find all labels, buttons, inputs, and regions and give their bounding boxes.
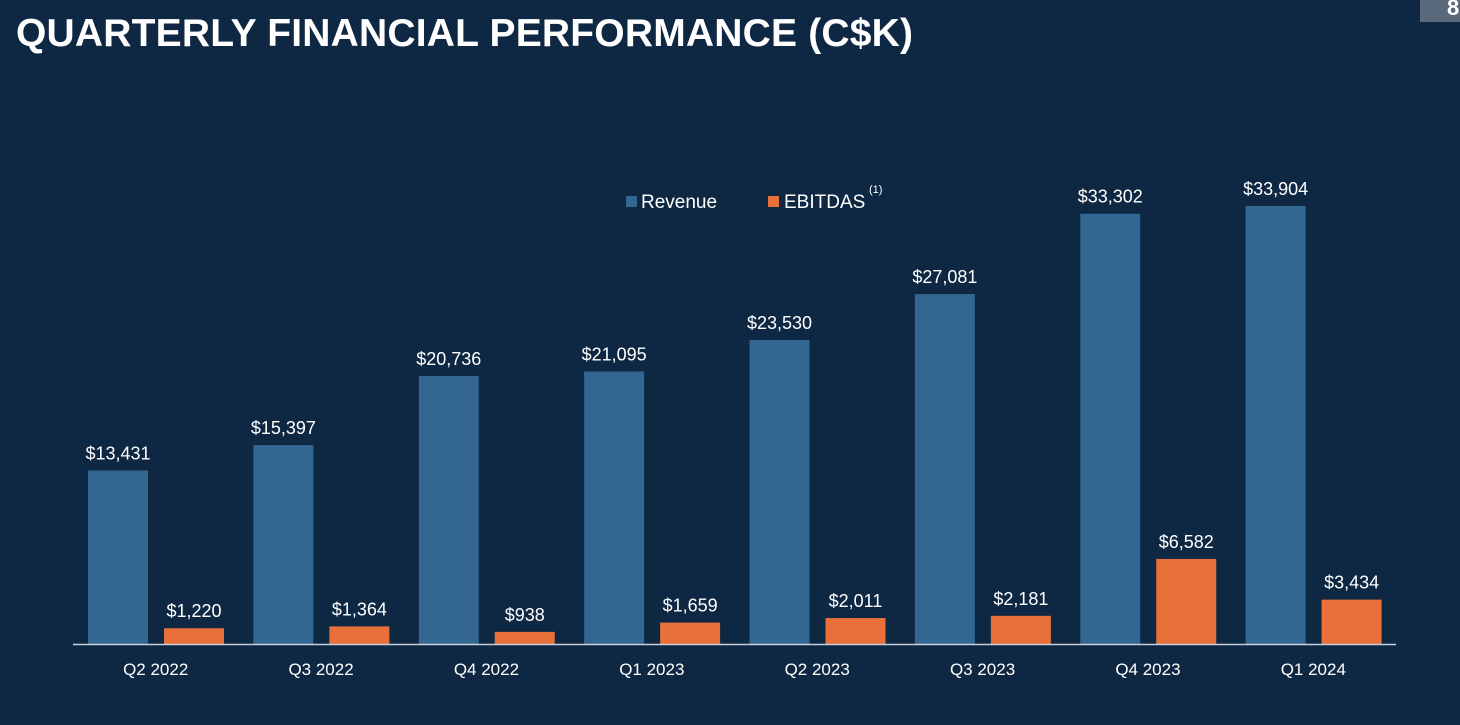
legend-swatch-revenue bbox=[626, 196, 637, 207]
ebitdas-data-label: $1,659 bbox=[663, 596, 718, 616]
revenue-data-label: $33,302 bbox=[1078, 187, 1143, 207]
revenue-data-label: $15,397 bbox=[251, 418, 316, 438]
ebitdas-bar bbox=[164, 628, 224, 644]
revenue-bar bbox=[253, 445, 314, 644]
ebitdas-data-label: $938 bbox=[505, 605, 545, 625]
revenue-data-label: $21,095 bbox=[582, 344, 647, 364]
ebitdas-data-label: $2,011 bbox=[829, 591, 883, 611]
revenue-data-label: $20,736 bbox=[416, 349, 481, 369]
revenue-bar bbox=[418, 376, 479, 644]
revenue-bar bbox=[1080, 213, 1141, 644]
x-tick-label: Q2 2022 bbox=[123, 660, 188, 679]
ebitdas-data-label: $2,181 bbox=[993, 589, 1048, 609]
ebitdas-bar bbox=[329, 626, 390, 644]
legend: Revenue EBITDAS (1) bbox=[626, 184, 882, 213]
revenue-data-label: $33,904 bbox=[1243, 179, 1308, 199]
revenue-bar bbox=[749, 339, 810, 644]
legend-swatch-ebitdas bbox=[768, 196, 779, 207]
x-tick-label: Q2 2023 bbox=[785, 660, 850, 679]
ebitdas-data-label: $3,434 bbox=[1324, 573, 1379, 593]
ebitdas-bar bbox=[660, 622, 721, 644]
x-tick-label: Q3 2022 bbox=[288, 660, 353, 679]
ebitdas-bar bbox=[1321, 599, 1382, 644]
x-tick-label: Q4 2022 bbox=[454, 660, 519, 679]
revenue-bar bbox=[584, 371, 645, 644]
revenue-bar bbox=[88, 470, 148, 644]
x-tick-label: Q4 2023 bbox=[1115, 660, 1180, 679]
ebitdas-data-label: $1,220 bbox=[166, 601, 221, 621]
ebitdas-data-label: $6,582 bbox=[1159, 532, 1214, 552]
page-number-tab: 8 bbox=[1420, 0, 1460, 22]
revenue-bar bbox=[1245, 205, 1306, 644]
x-tick-label: Q1 2023 bbox=[619, 660, 684, 679]
revenue-data-label: $23,530 bbox=[747, 313, 812, 333]
legend-label-ebitdas: EBITDAS bbox=[784, 192, 865, 213]
ebitdas-bar bbox=[825, 618, 886, 644]
revenue-bar bbox=[914, 294, 975, 644]
ebitdas-bar bbox=[990, 615, 1051, 644]
ebitdas-bar bbox=[1156, 558, 1217, 644]
x-tick-label: Q3 2023 bbox=[950, 660, 1015, 679]
x-tick-label: Q1 2024 bbox=[1281, 660, 1346, 679]
ebitdas-bar bbox=[494, 631, 555, 644]
revenue-data-label: $27,081 bbox=[912, 267, 977, 287]
page-number: 8 bbox=[1447, 0, 1460, 20]
legend-footnote-marker: (1) bbox=[869, 184, 882, 196]
revenue-data-label: $13,431 bbox=[85, 443, 150, 463]
legend-label-revenue: Revenue bbox=[641, 192, 717, 213]
ebitdas-data-label: $1,364 bbox=[332, 599, 387, 619]
page-title: QUARTERLY FINANCIAL PERFORMANCE (C$K) bbox=[16, 12, 914, 55]
